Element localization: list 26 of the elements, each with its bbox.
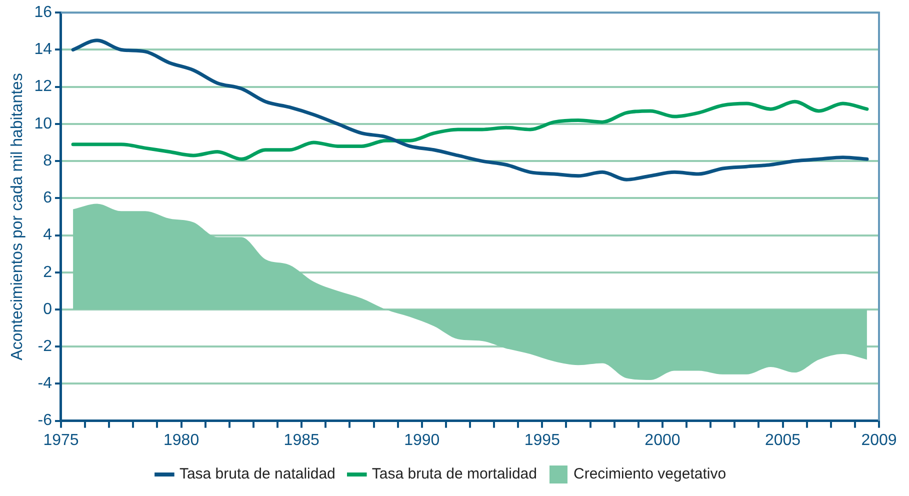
- line-series: [71, 38, 869, 182]
- y-tick-label: -4: [38, 375, 52, 392]
- y-tick-label: 10: [34, 115, 52, 132]
- y-tick-label: 8: [43, 152, 52, 170]
- y-tick-label: 0: [43, 300, 52, 318]
- x-tick-label: 2005: [764, 432, 801, 449]
- x-tick-label: 1995: [524, 432, 560, 449]
- legend-label: Tasa bruta de natalidad: [179, 466, 336, 483]
- y-tick-label: 6: [43, 190, 52, 207]
- y-tick-label: -2: [38, 338, 52, 355]
- x-tick-label: 1975: [43, 432, 79, 449]
- y-tick-label: 12: [34, 78, 52, 96]
- y-tick-label: 16: [34, 4, 52, 22]
- x-tick-label: 2000: [644, 432, 680, 449]
- x-tick-label: 1990: [404, 432, 440, 449]
- y-axis-title: Acontecimientos por cada mil habitantes: [9, 73, 26, 360]
- x-tick-label: 2009: [861, 432, 897, 449]
- x-tick-label: 1980: [163, 432, 200, 449]
- line-series: [71, 100, 869, 161]
- x-tick-label: 1985: [284, 432, 320, 449]
- y-tick-label: 14: [34, 41, 52, 58]
- legend-label: Tasa bruta de mortalidad: [372, 466, 537, 483]
- y-tick-label: 4: [43, 226, 52, 244]
- legend-label: Crecimiento vegetativo: [573, 466, 726, 483]
- y-tick-label: 2: [43, 264, 52, 281]
- y-tick-label: -6: [38, 412, 52, 430]
